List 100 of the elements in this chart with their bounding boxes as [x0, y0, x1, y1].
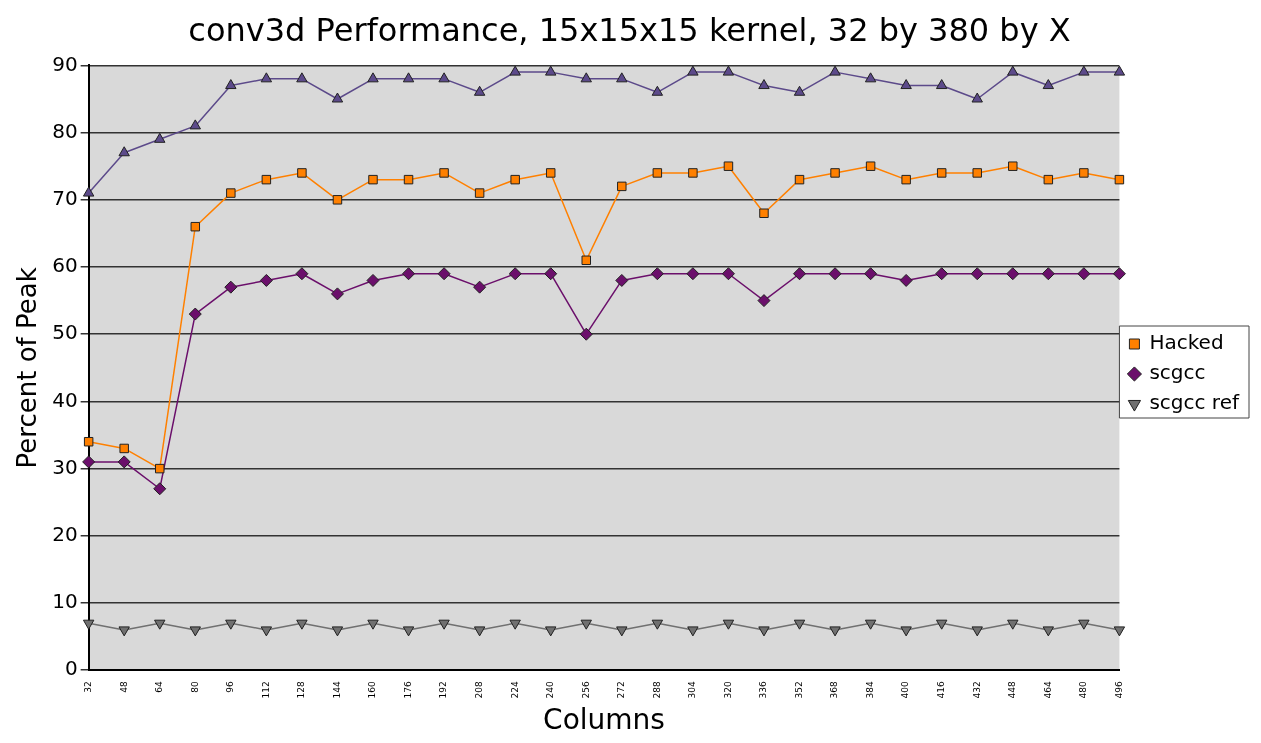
point	[936, 168, 947, 178]
legend-label: scgcc ref	[1149, 390, 1240, 415]
x-tick-label: 368	[829, 680, 840, 699]
point	[865, 161, 876, 171]
point	[970, 267, 984, 281]
point	[118, 146, 130, 157]
y-tick-label: 40	[52, 387, 78, 412]
point	[259, 273, 273, 287]
x-tick-label: 336	[758, 680, 769, 699]
point	[650, 267, 664, 281]
point	[438, 619, 450, 630]
point	[899, 273, 913, 287]
point	[403, 174, 414, 185]
point	[154, 463, 165, 474]
x-tick-label: 416	[936, 680, 947, 699]
point	[296, 619, 308, 630]
x-tick-label: 400	[900, 680, 911, 699]
point	[545, 65, 557, 76]
point	[189, 626, 201, 637]
point	[757, 294, 771, 308]
x-tick-label: 176	[402, 680, 413, 699]
point	[615, 273, 629, 287]
point	[545, 168, 556, 178]
x-tick-label: 320	[722, 680, 733, 699]
point	[971, 92, 983, 103]
point	[437, 267, 451, 281]
y-tick-label: 0	[64, 656, 78, 681]
point	[828, 267, 842, 281]
x-tick-label: 464	[1042, 680, 1053, 699]
x-tick-label: 96	[225, 680, 236, 693]
point	[1042, 626, 1055, 637]
point	[439, 168, 449, 178]
point	[154, 132, 166, 143]
point	[1041, 267, 1055, 281]
point	[510, 174, 520, 185]
point	[153, 482, 167, 496]
point	[508, 267, 522, 281]
point	[687, 626, 699, 637]
point	[473, 85, 486, 96]
point	[331, 92, 344, 103]
point	[1006, 267, 1020, 281]
point	[617, 181, 627, 192]
point	[936, 79, 948, 90]
y-tick-label: 90	[52, 51, 78, 76]
point	[509, 619, 521, 630]
point	[225, 619, 237, 630]
point	[331, 626, 344, 637]
point	[1078, 65, 1090, 76]
point	[188, 307, 202, 321]
x-tick-label: 448	[1007, 680, 1018, 699]
x-tick-label: 304	[687, 680, 698, 699]
point	[616, 72, 628, 83]
point	[900, 626, 912, 637]
legend-label: Hacked	[1149, 330, 1224, 355]
point	[224, 280, 238, 294]
point	[794, 174, 805, 185]
point	[722, 65, 735, 76]
point	[901, 174, 911, 185]
point	[722, 619, 735, 630]
point	[189, 119, 201, 130]
point	[117, 455, 131, 469]
point	[900, 79, 912, 90]
point	[296, 72, 308, 83]
x-tick-label: 384	[864, 680, 875, 699]
point	[1008, 161, 1018, 171]
x-tick-label: 192	[438, 681, 449, 699]
point	[793, 267, 807, 281]
point	[759, 208, 769, 218]
x-tick-label: 144	[331, 680, 342, 699]
x-tick-label: 48	[118, 680, 129, 693]
x-tick-label: 352	[793, 681, 804, 699]
point	[83, 436, 94, 447]
point	[616, 626, 628, 637]
x-tick-label: 32	[82, 681, 93, 693]
point	[758, 626, 770, 637]
point	[651, 85, 664, 96]
point	[545, 626, 557, 637]
x-tick-label: 128	[296, 680, 307, 699]
legend-label: scgcc	[1149, 360, 1206, 385]
point	[261, 174, 272, 185]
chart-title: conv3d Performance, 15x15x15 kernel, 32 by 380 by X	[188, 10, 1071, 49]
point	[154, 619, 166, 630]
point	[971, 626, 983, 637]
point	[295, 267, 309, 281]
x-tick-label: 160	[367, 680, 378, 699]
point	[367, 72, 379, 83]
point	[864, 267, 878, 281]
point	[368, 174, 378, 185]
point	[190, 221, 201, 232]
point	[1007, 65, 1019, 76]
point	[225, 79, 237, 90]
point	[972, 168, 982, 178]
point	[758, 79, 770, 90]
point	[652, 168, 663, 178]
point	[226, 188, 236, 198]
x-tick-label: 480	[1078, 680, 1089, 699]
point	[864, 72, 877, 83]
point	[297, 168, 307, 178]
y-axis-title: Percent of Peak	[12, 267, 43, 469]
point	[119, 443, 129, 454]
